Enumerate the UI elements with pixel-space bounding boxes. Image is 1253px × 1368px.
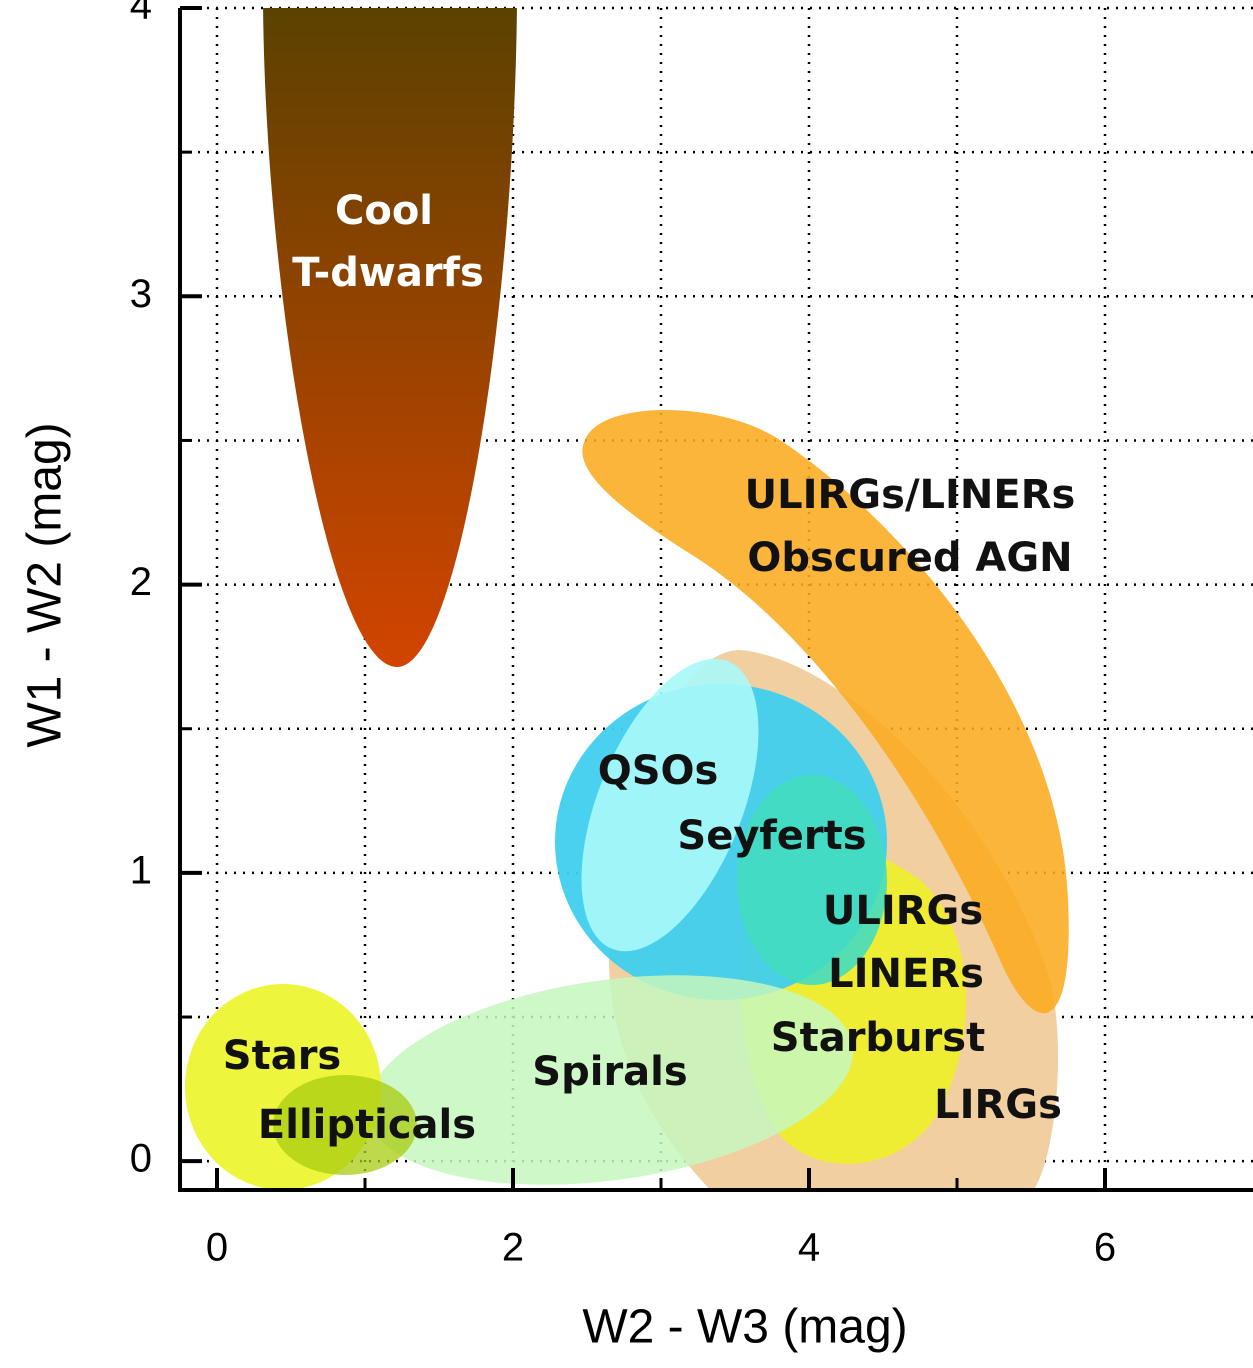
- annotation: Seyferts: [677, 813, 866, 859]
- y-tick-label: 1: [130, 848, 152, 892]
- x-tick-label: 4: [798, 1226, 820, 1270]
- spirals-region: [366, 975, 854, 1185]
- annotation: T-dwarfs: [292, 250, 484, 296]
- annotation: Starburst: [771, 1015, 985, 1061]
- ulirgs-liners-region: [582, 410, 1069, 1014]
- y-axis-label: W1 - W2 (mag): [19, 422, 72, 747]
- seyferts-region: [737, 775, 887, 985]
- y-tick-label: 3: [130, 272, 152, 316]
- annotation: QSOs: [598, 748, 719, 794]
- annotation: Obscured AGN: [747, 535, 1072, 581]
- y-tick-label: 0: [130, 1137, 152, 1181]
- x-tick-label: 6: [1094, 1226, 1116, 1270]
- y-tick-label: 4: [130, 0, 152, 28]
- y-tick-label: 2: [130, 560, 152, 604]
- annotation: Ellipticals: [258, 1102, 476, 1148]
- annotation: ULIRGs/LINERs: [745, 472, 1076, 518]
- annotation: ULIRGs: [823, 888, 983, 934]
- x-tick-label: 2: [502, 1226, 524, 1270]
- annotation: LINERs: [828, 951, 984, 997]
- x-tick-label: 0: [206, 1226, 228, 1270]
- x-axis-label: W2 - W3 (mag): [582, 1301, 907, 1354]
- qso-region: [581, 658, 759, 952]
- annotations: Cool T-dwarfs ULIRGs/LINERs Obscured AGN…: [223, 188, 1076, 1148]
- annotation: Cool: [335, 188, 433, 234]
- annotation: LIRGs: [934, 1082, 1062, 1128]
- annotation: Spirals: [532, 1049, 687, 1095]
- annotation: Stars: [223, 1033, 341, 1079]
- ellipticals-region: [273, 1075, 417, 1175]
- regions: [185, 8, 1069, 1190]
- t-dwarfs-region: [263, 8, 517, 667]
